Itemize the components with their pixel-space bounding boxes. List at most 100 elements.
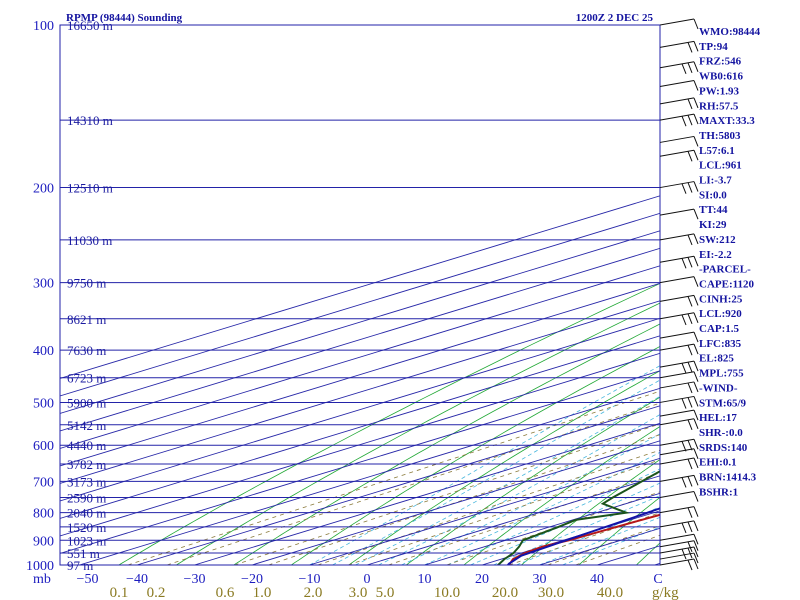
index-value: SI:0.0 [699,189,727,201]
wind-barb [659,438,699,452]
index-value: SRDS:140 [699,442,748,454]
temperature-tick-label: 40 [590,572,604,587]
wind-barb [659,533,699,545]
index-value: CINH:25 [699,293,743,305]
wind-barb [659,546,699,560]
dry-adiabat [751,25,800,565]
height-label: 7630 m [67,343,106,358]
pressure-tick-label: 500 [33,396,54,411]
index-value: EL:825 [699,353,734,365]
mixing-ratio-unit: g/kg [652,585,679,600]
index-value: SHR-:0.0 [699,427,743,439]
height-label: 1023 m [67,533,106,548]
wind-barb [659,418,699,431]
isotherm [481,510,660,565]
mixing-ratio-label: 2.0 [304,585,323,600]
mixing-ratio-line [547,525,660,565]
isotherm [60,230,660,414]
isotherm [60,300,660,484]
index-value: HEL:17 [699,412,737,424]
index-value: SW:212 [699,234,736,246]
wind-barb [659,371,699,382]
chart-title: RPMP (98444) Sounding [66,12,183,24]
valid-time: 1200Z 2 DEC 25 [576,12,654,24]
temperature-tick-label: −40 [126,572,148,587]
dry-adiabat [578,496,660,565]
index-value: BSHR:1 [699,486,738,498]
temperature-tick-label: 30 [533,572,547,587]
mixing-ratio-label: 0.1 [110,585,129,600]
moist-adiabat [470,482,660,565]
pressure-unit-label: mb [33,572,51,587]
pressure-tick-label: 900 [33,534,54,549]
height-label: 9750 m [67,276,106,291]
index-value: -WIND- [699,382,738,394]
mixing-ratio-label: 1.0 [253,585,272,600]
wind-barb [659,255,699,269]
moist-adiabat [539,516,660,565]
wind-barb [659,457,699,470]
pressure-tick-label: 200 [33,182,54,197]
index-value: LCL:920 [699,308,742,320]
wind-barb [659,409,699,421]
pressure-tick-label: 600 [33,439,54,454]
height-label: 4440 m [67,438,106,453]
pressure-tick-label: 800 [33,507,54,522]
mixing-ratio-line [388,472,660,565]
isotherm [60,352,660,537]
height-label: 3782 m [67,457,106,472]
isotherm [60,370,660,554]
height-label: 16650 m [67,18,113,33]
index-value: WMO:98444 [699,26,761,38]
mixing-ratio-label: 0.6 [216,585,235,600]
height-label: 2040 m [67,506,106,521]
temperature-tick-label: 0 [364,572,371,587]
plot-frame [59,24,661,566]
isotherm [136,405,660,565]
wind-barb [659,40,699,53]
index-value: FRZ:546 [699,56,742,68]
index-value: LCL:961 [699,160,742,172]
height-label: 11030 m [67,233,112,248]
pressure-tick-label: 700 [33,475,54,490]
index-value: STM:65/9 [699,397,747,409]
isotherm [60,282,660,467]
wind-barb [659,233,699,246]
wind-barb [659,276,699,287]
wind-barb [659,97,699,110]
isotherm [60,212,660,397]
index-value: LFC:835 [699,338,742,350]
moist-adiabat [493,495,660,565]
isotherm [79,387,660,565]
index-value: PW:1.93 [699,85,740,97]
wind-barb [659,474,699,488]
isotherm [251,440,660,565]
height-label: 3173 m [67,474,106,489]
wind-barb [659,181,699,194]
index-value: MAXT:33.3 [699,115,755,127]
isotherm [60,195,660,379]
wind-barb [659,61,699,75]
height-label: 551 m [67,546,100,561]
temperature-tick-label: −10 [299,572,321,587]
isotherm [60,247,660,432]
profiles [496,470,660,565]
index-value: TP:94 [699,41,728,53]
wind-barb [659,395,699,409]
index-panel: WMO:98444 TP:94 FRZ:546 WB0:616 PW:1.93 RH:57… [699,26,761,498]
index-value: BRN:1414.3 [699,472,757,484]
wind-barb [659,149,699,162]
index-value: RH:57.5 [699,100,739,112]
temperature-unit-label: C [653,572,662,587]
wind-barb [659,448,699,459]
index-value: EI:-2.2 [699,249,732,261]
isotherm [309,457,660,565]
index-value: EHI:0.1 [699,457,737,469]
mixing-ratio-line [446,491,660,565]
isotherm [424,492,660,565]
index-value: TH:5803 [699,130,741,142]
wind-barb [659,208,699,220]
